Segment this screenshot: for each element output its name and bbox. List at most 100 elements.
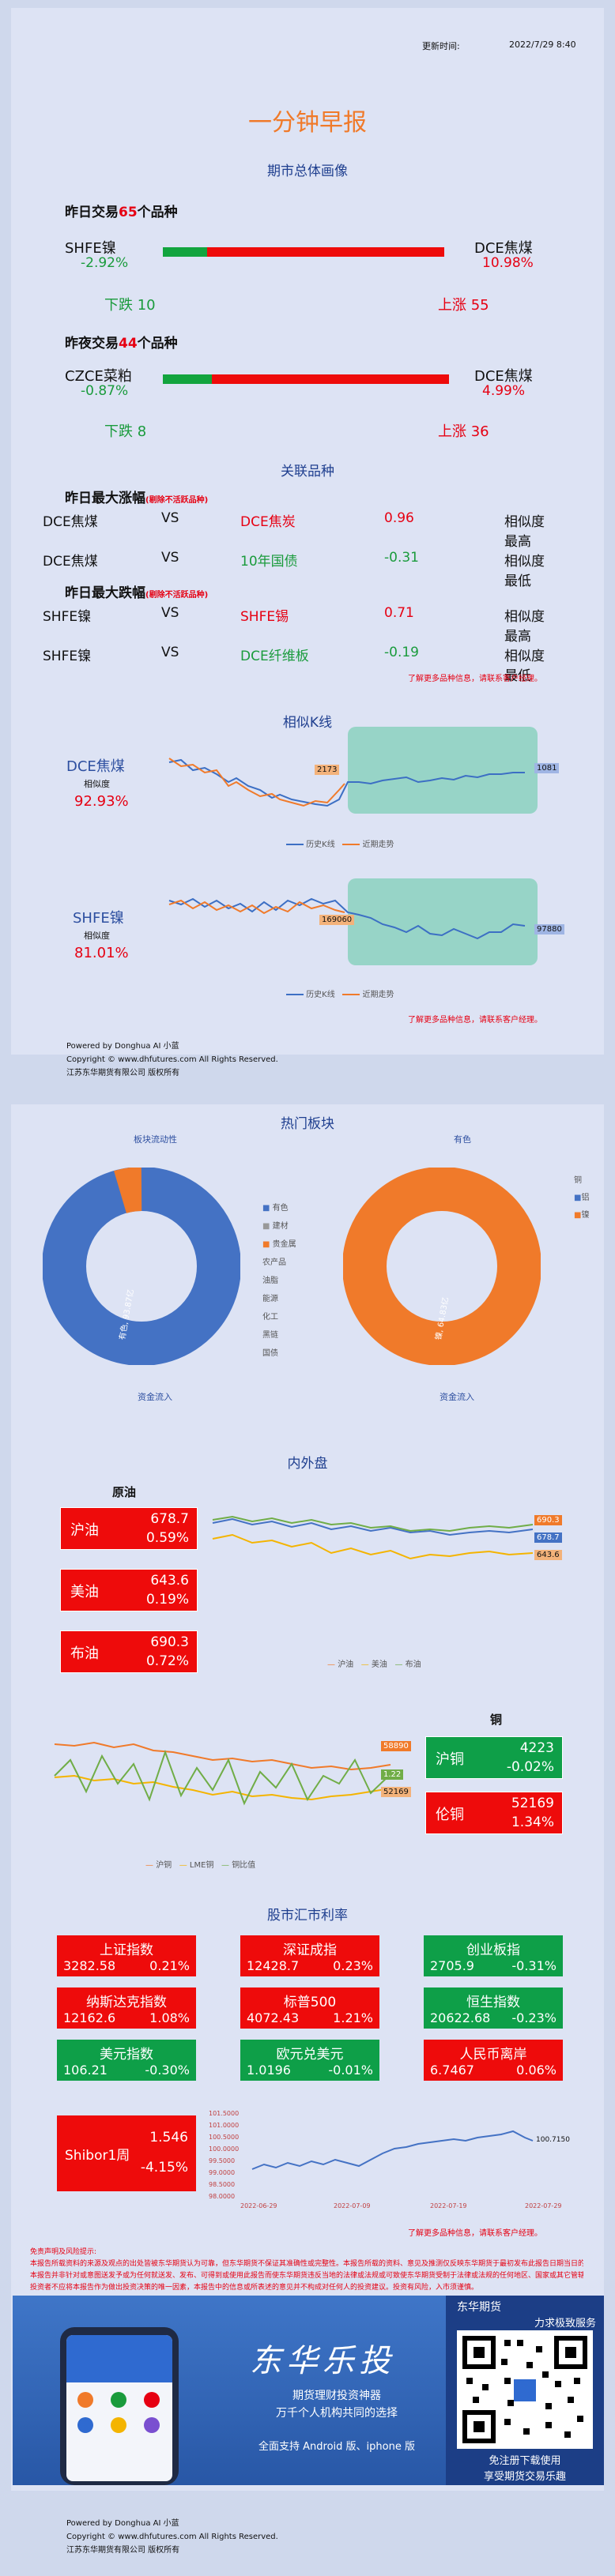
index-box-3[interactable]: 纳斯达克指数 12162.6 1.08%: [57, 1987, 196, 2029]
recent-zone: [348, 878, 538, 965]
copper-line-lme: [54, 1774, 391, 1801]
kline-1-sim-label: 相似度: [84, 931, 110, 941]
copper-box-1[interactable]: 伦铜 52169 1.34%: [425, 1792, 563, 1834]
index-value: 3282.58: [63, 1958, 116, 1973]
shibor-name: Shibor1周: [65, 2148, 130, 2164]
donut-slice-guijinshu: [114, 1168, 143, 1214]
qr-code[interactable]: [457, 2330, 593, 2449]
index-name: 上证指数: [100, 1942, 153, 1958]
night-down-bar: [163, 374, 212, 384]
y-tick: 100.0000: [209, 2145, 239, 2153]
index-box-6[interactable]: 美元指数 106.21 -0.30%: [57, 2040, 196, 2081]
index-box-5[interactable]: 恒生指数 20622.68 -0.23%: [424, 1987, 563, 2029]
kline-1-end-tag: 97880: [534, 924, 564, 935]
index-box-7[interactable]: 欧元兑美元 1.0196 -0.01%: [240, 2040, 379, 2081]
kline-1-pct: 81.01%: [74, 945, 129, 961]
related-down-desc-1: 相似度最低: [504, 649, 545, 684]
footer-top: Powered by Donghua AI 小蓝 Copyright © www…: [66, 1040, 278, 1080]
related-down-a-1: SHFE镍: [43, 649, 92, 664]
kline-0-end-tag: 1081: [534, 763, 560, 773]
oil-box-0[interactable]: 沪油 678.7 0.59%: [60, 1507, 198, 1550]
night-best-name: DCE焦煤: [474, 368, 533, 385]
oil-legend: — 沪油 — 美油 — 布油: [327, 1660, 421, 1669]
footer-company: 江苏东华期货有限公司 版权所有: [66, 1069, 180, 1077]
index-pct: 0.21%: [149, 1958, 190, 1973]
hot-left-title: 板块流动性: [134, 1134, 177, 1145]
copper-tag-2: 52169: [381, 1787, 411, 1797]
related-down-val-0: 0.71: [384, 605, 414, 621]
section-innerouter-title: 内外盘: [287, 1456, 328, 1472]
hot-right-title: 有色: [454, 1134, 471, 1145]
banner-brand: 东华乐投: [250, 2343, 395, 2379]
index-value: 4072.43: [247, 2010, 300, 2025]
oil-box-2[interactable]: 布油 690.3 0.72%: [60, 1630, 198, 1673]
related-down-b-1: DCE纤维板: [240, 649, 309, 664]
index-box-4[interactable]: 标普500 4072.43 1.21%: [240, 1987, 379, 2029]
related-down-b-0: SHFE锡: [240, 609, 289, 625]
oil-line-hu: [212, 1517, 534, 1536]
index-value: 12162.6: [63, 2010, 116, 2025]
recent-kline-line: [168, 758, 345, 807]
day-trade-summary: 昨日交易65个品种: [65, 205, 178, 220]
copper-box-0[interactable]: 沪铜 4223 -0.02%: [425, 1736, 563, 1779]
banner-support: 全面支持 Android 版、iphone 版: [258, 2441, 415, 2453]
hist-kline-line: [168, 897, 526, 940]
x-tick: 2022-07-29: [525, 2202, 562, 2209]
hot-right-donut: 镍, 64.83亿: [343, 1168, 541, 1365]
related-up-desc-0: 相似度最高: [504, 514, 545, 550]
index-box-1[interactable]: 深证成指 12428.7 0.23%: [240, 1935, 379, 1976]
related-up-b-1: 10年国债: [240, 554, 298, 570]
index-value: 2705.9: [430, 1958, 474, 1973]
x-tick: 2022-07-19: [430, 2202, 467, 2209]
index-box-8[interactable]: 人民币离岸 6.7467 0.06%: [424, 2040, 563, 2081]
hist-kline-line: [168, 758, 525, 807]
oil-tag-2: 643.6: [534, 1550, 562, 1560]
oil-line-us: [212, 1533, 534, 1560]
app-banner[interactable]: 东华乐投 期货理财投资神器 万千个人机构共同的选择 全面支持 Android 版…: [13, 2296, 446, 2485]
shibor-chart: 101.5000 101.0000 100.5000 100.0000 99.5…: [209, 2110, 534, 2200]
banner-tagline-1: 期货理财投资神器: [292, 2390, 381, 2402]
vs-label: VS: [161, 550, 179, 566]
kline-0-sim-label: 相似度: [84, 779, 110, 789]
index-pct: -0.31%: [511, 1958, 557, 1973]
related-down-val-1: -0.19: [384, 645, 419, 660]
disclaimer-line-1: 本报告并非针对或意图送发予或为任何就送发、发布、可得到或使用此报告而使东华期货违…: [30, 2272, 583, 2280]
kline-more-note: 了解更多品种信息，请联系客户经理。: [408, 1016, 542, 1025]
recent-kline-line: [168, 899, 345, 915]
footer-bottom: Powered by Donghua AI 小蓝 Copyright © www…: [66, 2517, 278, 2557]
footer-copyright: Copyright © www.dhfutures.com All Rights…: [66, 1055, 278, 1064]
related-up-a-1: DCE焦煤: [43, 554, 98, 570]
app-icon: [77, 2417, 93, 2433]
oil-title: 原油: [112, 1485, 137, 1499]
shibor-pct: -4.15%: [140, 2160, 188, 2175]
index-name: 美元指数: [100, 2047, 153, 2063]
index-pct: 0.23%: [333, 1958, 373, 1973]
recent-zone: [348, 727, 538, 814]
related-up-val-1: -0.31: [384, 550, 419, 566]
index-pct: -0.23%: [511, 2010, 557, 2025]
oil-box-1[interactable]: 美油 643.6 0.19%: [60, 1569, 198, 1611]
index-name: 标普500: [283, 1995, 337, 2010]
hot-left-donut: 有色, 93.87亿: [43, 1168, 240, 1365]
footer-powered: Powered by Donghua AI 小蓝: [66, 1042, 179, 1051]
update-label: 更新时间:: [422, 41, 460, 51]
index-box-0[interactable]: 上证指数 3282.58 0.21%: [57, 1935, 196, 1976]
kline-1-hist-tag: 169060: [319, 915, 355, 925]
day-best-pct: 10.98%: [482, 255, 534, 271]
night-worst-name: CZCE菜粕: [65, 368, 132, 385]
y-tick: 100.5000: [209, 2134, 239, 2141]
index-box-2[interactable]: 创业板指 2705.9 -0.31%: [424, 1935, 563, 1976]
vs-label: VS: [161, 645, 179, 660]
hot-left-legend: ■ 有色 ■ 建材 ■ 贵金属 农产品 油脂 能源 化工 黑链 国债: [262, 1204, 296, 1358]
donut-slice-youse: [43, 1168, 240, 1365]
kline-0-name: DCE焦煤: [66, 758, 125, 775]
related-up-b-0: DCE焦炭: [240, 514, 296, 530]
shibor-box[interactable]: Shibor1周 1.546 -4.15%: [57, 2115, 196, 2191]
related-down-a-0: SHFE镍: [43, 609, 92, 625]
section-related-title: 关联品种: [281, 464, 334, 479]
section-markets-title: 股市汇市利率: [267, 1908, 348, 1924]
related-down-desc-0: 相似度最高: [504, 609, 545, 645]
related-more-note: 了解更多品种信息，请联系客户经理。: [408, 675, 542, 683]
copper-tag-0: 58890: [381, 1741, 411, 1751]
hot-right-legend: 铜 ■铝 ■镍: [574, 1176, 590, 1220]
